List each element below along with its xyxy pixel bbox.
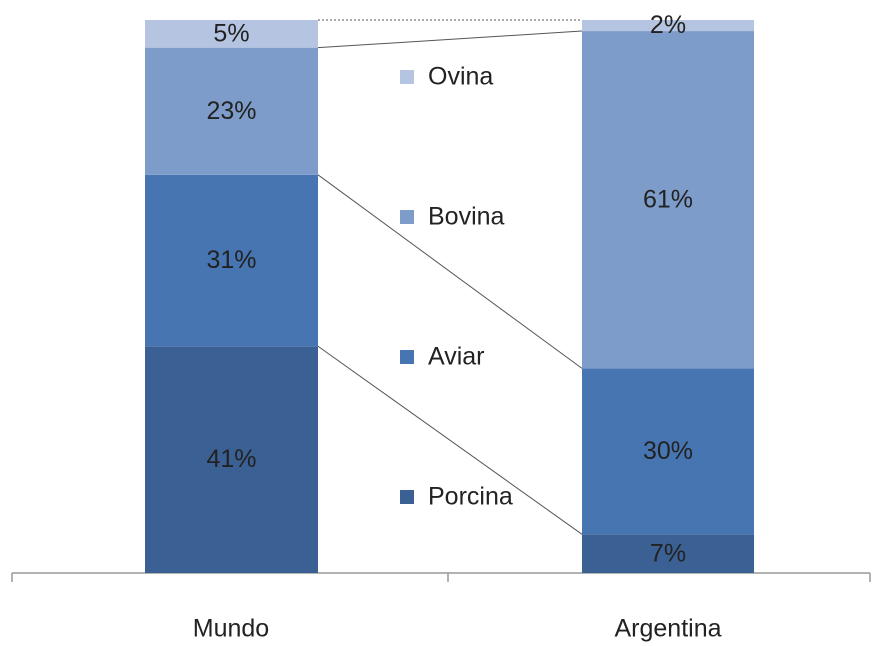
bar-segment bbox=[145, 20, 318, 48]
legend-label: Porcina bbox=[428, 483, 513, 511]
series-connector bbox=[317, 345, 583, 535]
legend-label: Ovina bbox=[428, 63, 493, 91]
x-tick-label: Argentina bbox=[614, 615, 721, 643]
data-label: 2% bbox=[650, 11, 686, 39]
bar-segment bbox=[145, 47, 318, 175]
data-label: 61% bbox=[643, 185, 693, 213]
legend-label: Bovina bbox=[428, 203, 505, 231]
series-connector bbox=[317, 30, 583, 49]
bar-segment bbox=[582, 534, 754, 573]
data-label: 5% bbox=[213, 19, 249, 47]
data-label: 41% bbox=[206, 445, 256, 473]
bar-segment bbox=[582, 368, 754, 535]
x-tick-label: Mundo bbox=[193, 615, 269, 643]
bar-segment bbox=[145, 346, 318, 573]
legend-swatch bbox=[400, 350, 414, 364]
legend-label: Aviar bbox=[428, 343, 485, 371]
data-label: 7% bbox=[650, 539, 686, 567]
bar-segment bbox=[582, 20, 754, 32]
legend-swatch bbox=[400, 210, 414, 224]
data-label: 31% bbox=[206, 246, 256, 274]
legend-swatch bbox=[400, 490, 414, 504]
data-label: 23% bbox=[206, 97, 256, 125]
data-label: 30% bbox=[643, 437, 693, 465]
bar-segment bbox=[582, 31, 754, 369]
legend-swatch bbox=[400, 70, 414, 84]
series-connector bbox=[317, 174, 583, 369]
bar-segment bbox=[145, 174, 318, 347]
